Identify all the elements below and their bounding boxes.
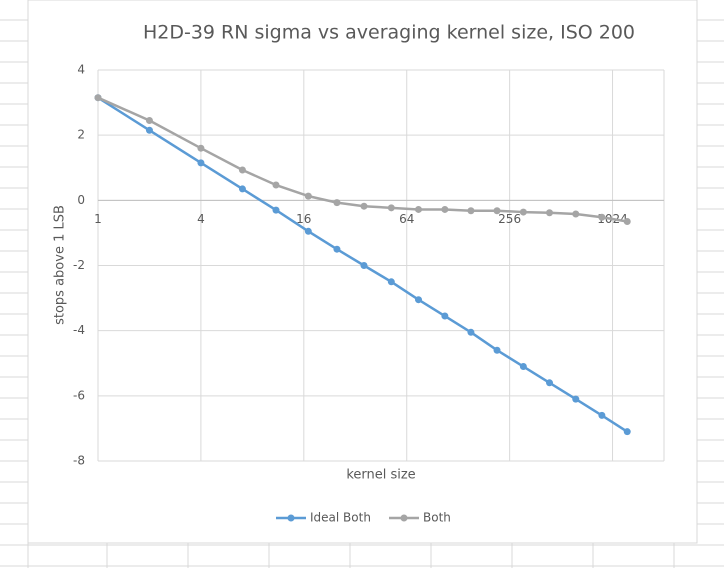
data-point — [238, 185, 246, 193]
data-point — [333, 245, 341, 253]
data-point — [441, 312, 449, 320]
data-point — [387, 204, 395, 212]
data-point — [415, 205, 423, 213]
data-point — [572, 395, 580, 403]
data-point — [145, 126, 153, 134]
series-line — [97, 96, 628, 223]
legend-marker — [400, 514, 408, 522]
data-point — [387, 278, 395, 286]
legend-label: Ideal Both — [310, 511, 371, 525]
y-axis-label: stops above 1 LSB — [53, 205, 68, 325]
data-point — [360, 262, 368, 269]
y-tick-label: -8 — [73, 454, 85, 468]
data-point — [441, 205, 449, 213]
data-point — [546, 379, 554, 387]
series-line — [97, 96, 628, 433]
x-tick-label: 16 — [296, 212, 311, 226]
data-point — [493, 346, 501, 354]
data-point — [467, 207, 475, 215]
x-tick-label: 4 — [197, 212, 205, 226]
x-axis-label: kernel size — [346, 468, 415, 483]
data-point — [197, 159, 205, 167]
chart-title: H2D-39 RN sigma vs averaging kernel size… — [143, 22, 635, 44]
data-point — [197, 144, 205, 152]
data-point — [272, 181, 280, 189]
data-point — [304, 192, 312, 200]
x-tick-label: 256 — [498, 212, 521, 226]
data-point — [546, 209, 554, 217]
y-tick-label: 0 — [77, 193, 85, 207]
data-point — [333, 199, 341, 207]
y-tick-label: -2 — [73, 258, 85, 272]
data-point — [467, 328, 475, 336]
data-point — [623, 218, 631, 226]
data-point — [145, 117, 153, 125]
x-tick-label: 64 — [399, 212, 414, 226]
data-point — [94, 94, 102, 102]
data-point — [304, 227, 312, 235]
data-point — [415, 296, 423, 304]
data-point — [238, 166, 246, 174]
y-tick-label: -4 — [73, 323, 85, 337]
legend-label: Both — [423, 511, 451, 525]
data-point — [572, 210, 580, 218]
chart-area — [27, 0, 698, 544]
data-point — [360, 202, 368, 210]
y-tick-label: -6 — [73, 388, 85, 402]
data-point — [623, 428, 631, 436]
x-tick-label: 1 — [94, 212, 102, 226]
legend-marker — [287, 514, 295, 522]
data-point — [598, 213, 606, 221]
data-point — [598, 411, 606, 419]
y-tick-label: 2 — [77, 128, 85, 142]
data-point — [519, 208, 527, 216]
data-point — [272, 206, 280, 214]
y-tick-label: 4 — [77, 63, 85, 77]
data-point — [493, 207, 501, 215]
data-point — [519, 363, 527, 371]
